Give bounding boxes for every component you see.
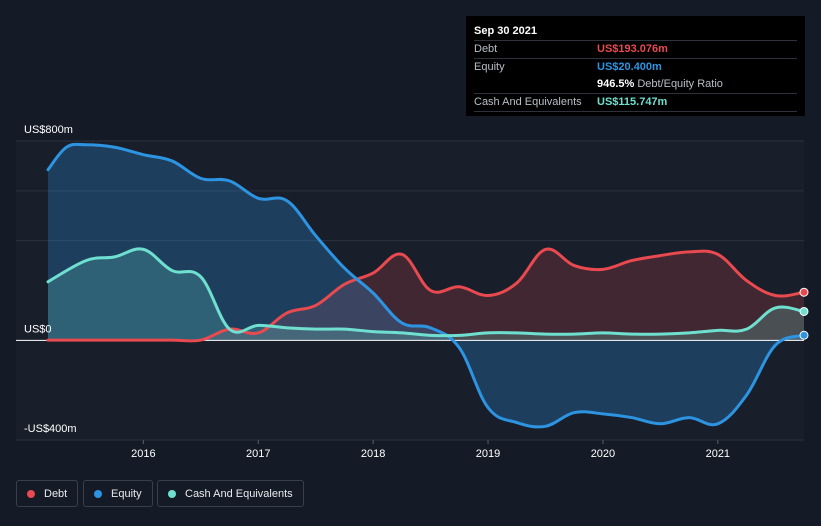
- tooltip-debt-row: Debt US$193.076m: [474, 40, 797, 58]
- tooltip-equity-label: Equity: [474, 61, 505, 73]
- tooltip-date: Sep 30 2021: [474, 25, 537, 37]
- debt-line: [46, 247, 806, 343]
- legend-debt-label: Debt: [44, 487, 68, 500]
- tooltip-cash-label: Cash And Equivalents: [474, 96, 582, 108]
- legend-debt[interactable]: Debt: [16, 480, 79, 507]
- tooltip-equity-value: US$20.400m: [597, 61, 662, 73]
- x-tick-label: 2017: [246, 448, 270, 460]
- x-tick-label: 2020: [591, 448, 615, 460]
- x-tick-label: 2019: [476, 448, 500, 460]
- equity-end-marker: [799, 330, 809, 340]
- equity-dot-icon: [94, 489, 102, 498]
- series-end-markers: [799, 287, 809, 340]
- tooltip-ratio-row: 946.5% Debt/Equity Ratio: [474, 76, 797, 93]
- tooltip-debt-label: Debt: [474, 43, 498, 55]
- x-tick-label: 2018: [361, 448, 385, 460]
- tooltip-cash-row: Cash And Equivalents US$115.747m: [474, 93, 797, 112]
- cash-dot-icon: [168, 489, 176, 498]
- y-tick-label: US$800m: [24, 124, 73, 136]
- debt-area: [48, 248, 804, 341]
- legend-equity[interactable]: Equity: [83, 480, 153, 507]
- x-tick-label: 2016: [131, 448, 155, 460]
- legend-cash[interactable]: Cash And Equivalents: [157, 480, 304, 507]
- x-tick-label: 2021: [706, 448, 730, 460]
- y-tick-label: US$0: [24, 323, 52, 335]
- legend-equity-label: Equity: [111, 487, 142, 500]
- debt-end-marker: [799, 287, 809, 297]
- grid-lines: [16, 140, 804, 441]
- equity-line: [46, 142, 806, 429]
- x-axis-labels: 2016 2017 2018 2019 2020 2021: [131, 440, 730, 460]
- cash-line: [46, 247, 806, 338]
- cash-end-marker: [799, 306, 809, 316]
- legend-cash-label: Cash And Equivalents: [185, 487, 293, 500]
- debt-dot-icon: [27, 489, 35, 498]
- y-axis-labels: US$800m US$0 -US$400m: [24, 124, 77, 435]
- tooltip-debt-value: US$193.076m: [597, 43, 668, 55]
- tooltip-ratio-label: Debt/Equity Ratio: [637, 78, 723, 90]
- series-lines: [46, 142, 806, 429]
- y-tick-label: -US$400m: [24, 423, 77, 435]
- tooltip-ratio-value: 946.5%: [597, 78, 635, 90]
- data-tooltip: Sep 30 2021 Debt US$193.076m Equity US$2…: [466, 16, 805, 116]
- equity-area: [48, 144, 804, 427]
- tooltip-cash-value: US$115.747m: [597, 96, 668, 108]
- tooltip-equity-row: Equity US$20.400m: [474, 58, 797, 76]
